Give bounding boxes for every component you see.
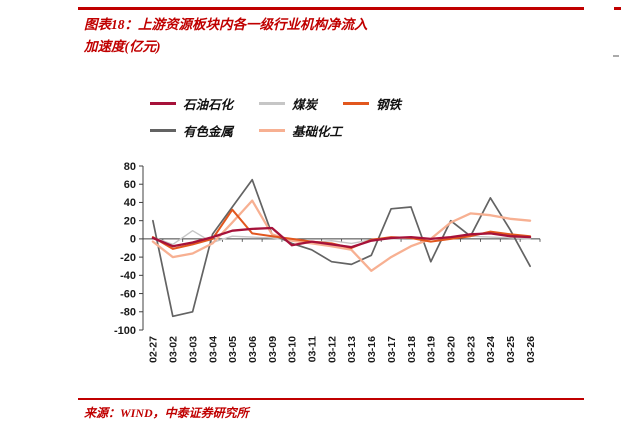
y-axis-label: 0 (130, 234, 136, 246)
y-axis-label: -100 (114, 325, 136, 337)
legend-swatch (259, 102, 286, 105)
legend-label: 有色金属 (183, 125, 234, 139)
y-axis-label: 20 (124, 215, 136, 227)
legend-swatch (259, 129, 286, 132)
x-axis-label: 03-02 (168, 336, 180, 363)
legend-swatch (150, 129, 176, 132)
x-axis-label: 03-11 (307, 336, 319, 362)
page-edge-artifact-gray (613, 55, 619, 57)
x-axis-label: 03-06 (247, 336, 259, 363)
x-axis-label: 03-13 (346, 336, 358, 363)
legend-swatch (150, 102, 176, 105)
figure-title-line1: 图表18：上游资源板块内各一级行业机构净流入 (84, 17, 368, 32)
x-axis-labels: 02-27 03-02 03-03 03-04 03-05 03-06 03-09 03-10… (148, 336, 537, 363)
y-axis-label: -40 (120, 270, 136, 282)
bottom-divider (78, 398, 584, 400)
y-axis-label: -20 (120, 252, 136, 264)
x-axis-label: 02-27 (148, 336, 160, 363)
x-axis-label: 03-03 (187, 336, 199, 363)
x-axis-label: 03-24 (485, 336, 497, 363)
x-axis-label: 03-09 (267, 336, 279, 363)
y-axis-label: -60 (120, 288, 136, 300)
x-axis-label: 03-10 (287, 336, 299, 363)
figure-title: 图表18：上游资源板块内各一级行业机构净流入 加速度(亿元) (84, 14, 584, 58)
legend-swatch (343, 102, 370, 105)
x-axis-label: 03-16 (366, 336, 378, 363)
x-axis-label: 03-18 (406, 336, 418, 363)
x-axis-label: 03-23 (465, 336, 477, 363)
x-axis-label: 03-26 (525, 336, 537, 363)
legend-label: 钢铁 (376, 98, 402, 112)
y-axis-label: -80 (120, 307, 136, 319)
x-axis-label: 03-12 (326, 336, 338, 363)
x-axis-label: 03-17 (386, 336, 398, 363)
x-axis-label: 03-20 (445, 336, 457, 363)
axes: 80 60 40 20 0 -20 -40 -60 -80 -100 (114, 161, 541, 337)
x-axis-label: 03-25 (505, 336, 517, 363)
legend-item: 基础化工 (259, 121, 342, 140)
figure-title-line2: 加速度(亿元) (84, 39, 161, 54)
legend-item: 钢铁 (343, 94, 401, 113)
page-edge-artifact-red (614, 7, 621, 10)
chart-legend: 石油石化 煤炭 钢铁有色金属 基础化工 (150, 90, 480, 144)
source-text: 来源：WIND，中泰证券研究所 (84, 406, 249, 420)
x-axis-label: 03-05 (227, 336, 239, 363)
x-axis-label: 03-19 (426, 336, 438, 363)
top-divider (78, 7, 584, 10)
series-lines (151, 178, 532, 318)
y-axis-label: 80 (124, 161, 136, 173)
legend-item: 石油石化 (150, 94, 233, 113)
line-chart: 80 60 40 20 0 -20 -40 -60 -80 -100 02-27 03-02 03-03… (114, 161, 541, 363)
legend-label: 煤炭 (292, 98, 318, 112)
series-line-0 (151, 226, 532, 249)
y-axis-label: 40 (124, 197, 136, 209)
legend-row: 石油石化 煤炭 钢铁 (150, 90, 480, 117)
legend-row: 有色金属 基础化工 (150, 117, 480, 144)
y-axis-label: 60 (124, 179, 136, 191)
legend-item: 煤炭 (259, 94, 317, 113)
series-line-4 (151, 199, 532, 272)
x-axis-label: 03-04 (207, 336, 219, 363)
legend-label: 石油石化 (183, 98, 234, 112)
legend-item: 有色金属 (150, 121, 233, 140)
legend-label: 基础化工 (292, 125, 343, 139)
